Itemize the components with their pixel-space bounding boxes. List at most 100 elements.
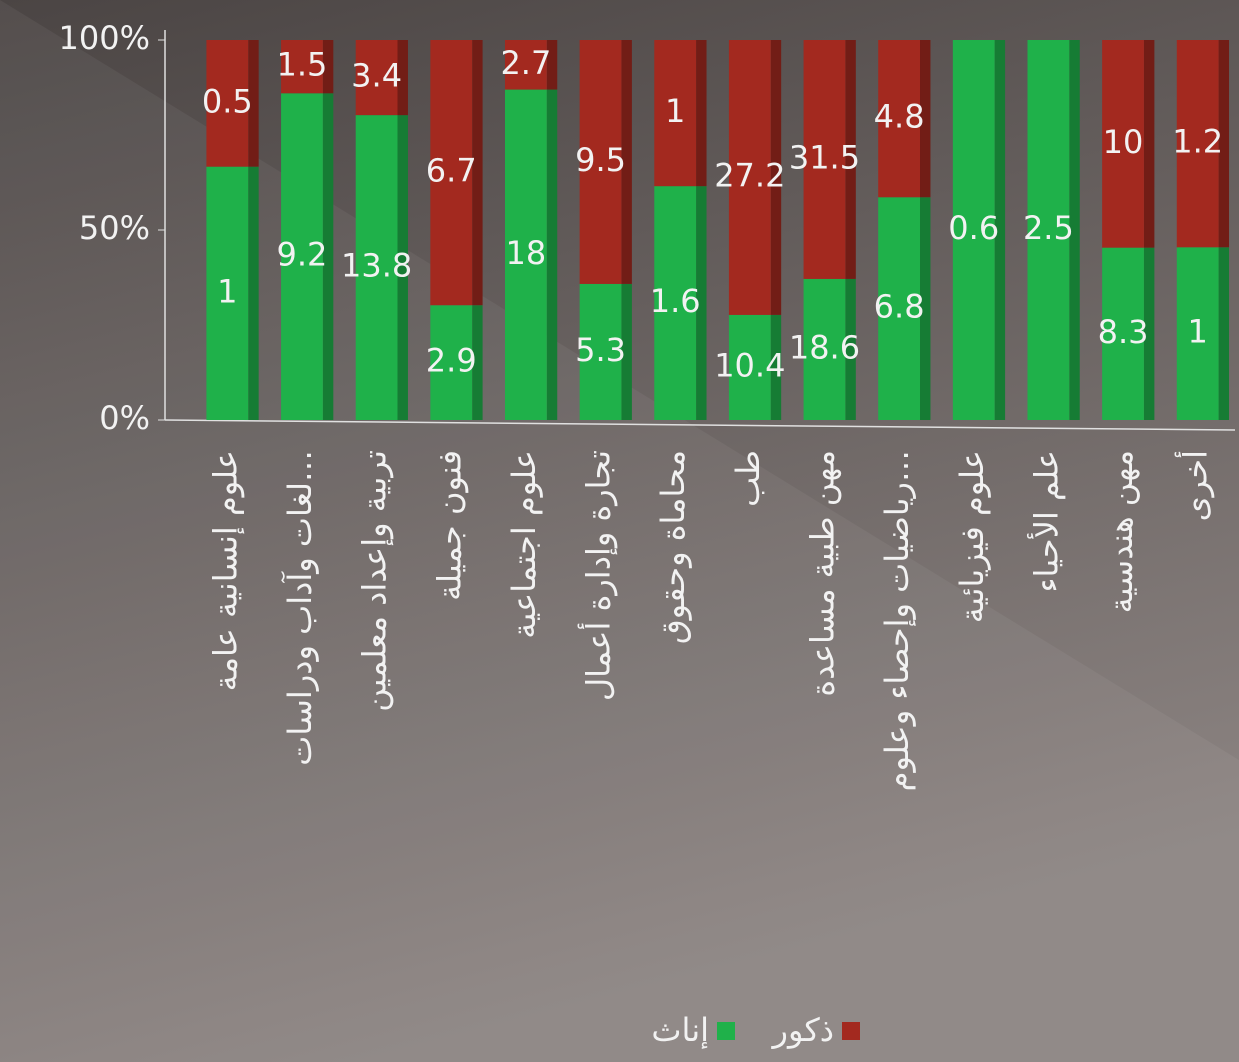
bar-side xyxy=(397,115,408,421)
x-tick-label: محاماة وحقوق xyxy=(654,450,692,644)
y-tick-label: 100% xyxy=(59,19,150,57)
data-label: 9.5 xyxy=(575,141,626,179)
bar-segment xyxy=(1102,247,1144,420)
bar-side xyxy=(920,40,931,198)
bar-side xyxy=(546,40,558,90)
bar-side xyxy=(322,40,334,94)
x-tick-label: فنون جميلة xyxy=(430,450,468,601)
bar-segment xyxy=(728,40,771,315)
bar-segment xyxy=(1176,247,1219,420)
legend-label: إناث xyxy=(651,1011,709,1049)
x-tick-label: طب xyxy=(729,450,767,507)
data-label: 1.2 xyxy=(1172,123,1223,161)
bar-side xyxy=(770,40,782,315)
bar-segment xyxy=(504,40,547,90)
bar-side xyxy=(770,314,782,420)
data-label: 2.5 xyxy=(1023,209,1074,247)
data-label: 0.6 xyxy=(948,209,999,247)
bar-segment xyxy=(1027,40,1070,420)
bar-segment xyxy=(355,40,398,116)
bar-side xyxy=(322,93,334,420)
bar-side xyxy=(621,40,632,284)
data-label: 10 xyxy=(1103,123,1144,161)
bar-segment xyxy=(878,40,921,198)
bar-side xyxy=(1069,40,1080,420)
data-label: 1 xyxy=(665,92,685,130)
x-tick-label: أخرى xyxy=(1175,450,1215,521)
data-label: 3.4 xyxy=(351,57,402,95)
data-label: 8.3 xyxy=(1098,313,1149,351)
x-tick-label: مهن طبية مساعدة xyxy=(803,450,841,697)
y-tick-label: 50% xyxy=(79,209,150,247)
bar-side xyxy=(1143,247,1155,420)
bar-side xyxy=(1218,40,1230,248)
bar-segment xyxy=(878,197,921,420)
bar-side xyxy=(472,40,483,306)
data-label: 1.5 xyxy=(277,46,328,84)
bar-segment xyxy=(430,40,473,306)
data-label: 2.9 xyxy=(426,342,477,380)
bar-side xyxy=(397,40,408,116)
bar-side xyxy=(994,40,1006,420)
bar-side xyxy=(248,166,259,420)
data-label: 18.6 xyxy=(789,328,860,366)
data-label: 1.6 xyxy=(650,282,701,320)
data-label: 2.7 xyxy=(500,44,551,82)
data-label: 13.8 xyxy=(341,247,412,285)
x-tick-label: علوم اجتماعية xyxy=(505,450,543,639)
x-tick-label: تجارة وإدارة أعمال xyxy=(578,450,618,701)
bar-side xyxy=(472,305,483,420)
data-label: 9.2 xyxy=(277,236,328,274)
data-label: 27.2 xyxy=(714,156,785,194)
y-tick-label: 0% xyxy=(99,399,150,437)
bar-segment xyxy=(579,283,622,420)
x-axis xyxy=(164,419,1236,431)
bar-segment xyxy=(803,40,846,279)
bar-side xyxy=(845,278,856,420)
x-tick-label: علوم إنسانية عامة xyxy=(206,450,244,691)
bar-segment xyxy=(355,115,398,421)
bar-segment xyxy=(430,305,473,420)
bar-segment xyxy=(803,278,846,420)
data-label: 0.5 xyxy=(202,82,253,120)
x-tick-label: مهن هندسية xyxy=(1102,450,1140,613)
bar-segment xyxy=(579,40,622,284)
bar-side xyxy=(1218,247,1230,420)
bar-side xyxy=(696,186,707,420)
bar-side xyxy=(1143,40,1155,248)
x-tick-label: رياضيات وإحصاء وعلوم… xyxy=(878,450,916,791)
data-label: 6.8 xyxy=(874,288,925,326)
x-tick-label: لغات وآداب ودراسات… xyxy=(280,450,319,766)
bar-segment xyxy=(1102,40,1144,248)
bar-segment xyxy=(504,89,547,420)
data-label: 1 xyxy=(217,272,237,310)
bar-side xyxy=(696,40,707,187)
legend-swatch xyxy=(717,1022,735,1040)
data-label: 31.5 xyxy=(789,138,860,176)
bar-side xyxy=(621,283,632,420)
bar-side xyxy=(546,89,558,420)
bar-segment xyxy=(952,40,995,420)
x-tick-label: علوم فيزيائية xyxy=(953,450,991,623)
legend-swatch xyxy=(842,1022,860,1040)
bar-segment xyxy=(654,186,697,420)
bar-segment xyxy=(1176,40,1219,248)
data-label: 10.4 xyxy=(714,346,785,384)
bar-segment xyxy=(206,166,249,420)
bar-side xyxy=(920,197,931,420)
bar-side xyxy=(845,40,856,279)
data-label: 4.8 xyxy=(874,98,925,136)
x-tick-label: علم الأحياء xyxy=(1026,450,1065,593)
data-label: 6.7 xyxy=(426,152,477,190)
data-label: 5.3 xyxy=(575,331,626,369)
legend-label: ذكور xyxy=(771,1011,834,1049)
bar-segment xyxy=(206,40,249,167)
x-tick-label: تربية وإعداد معلمين xyxy=(356,450,394,712)
bar-segment xyxy=(281,40,323,94)
bar-segment xyxy=(654,40,697,187)
bar-segment xyxy=(281,93,323,420)
bar-segment xyxy=(728,314,771,420)
data-label: 1 xyxy=(1187,313,1207,351)
bar-side xyxy=(248,40,259,167)
